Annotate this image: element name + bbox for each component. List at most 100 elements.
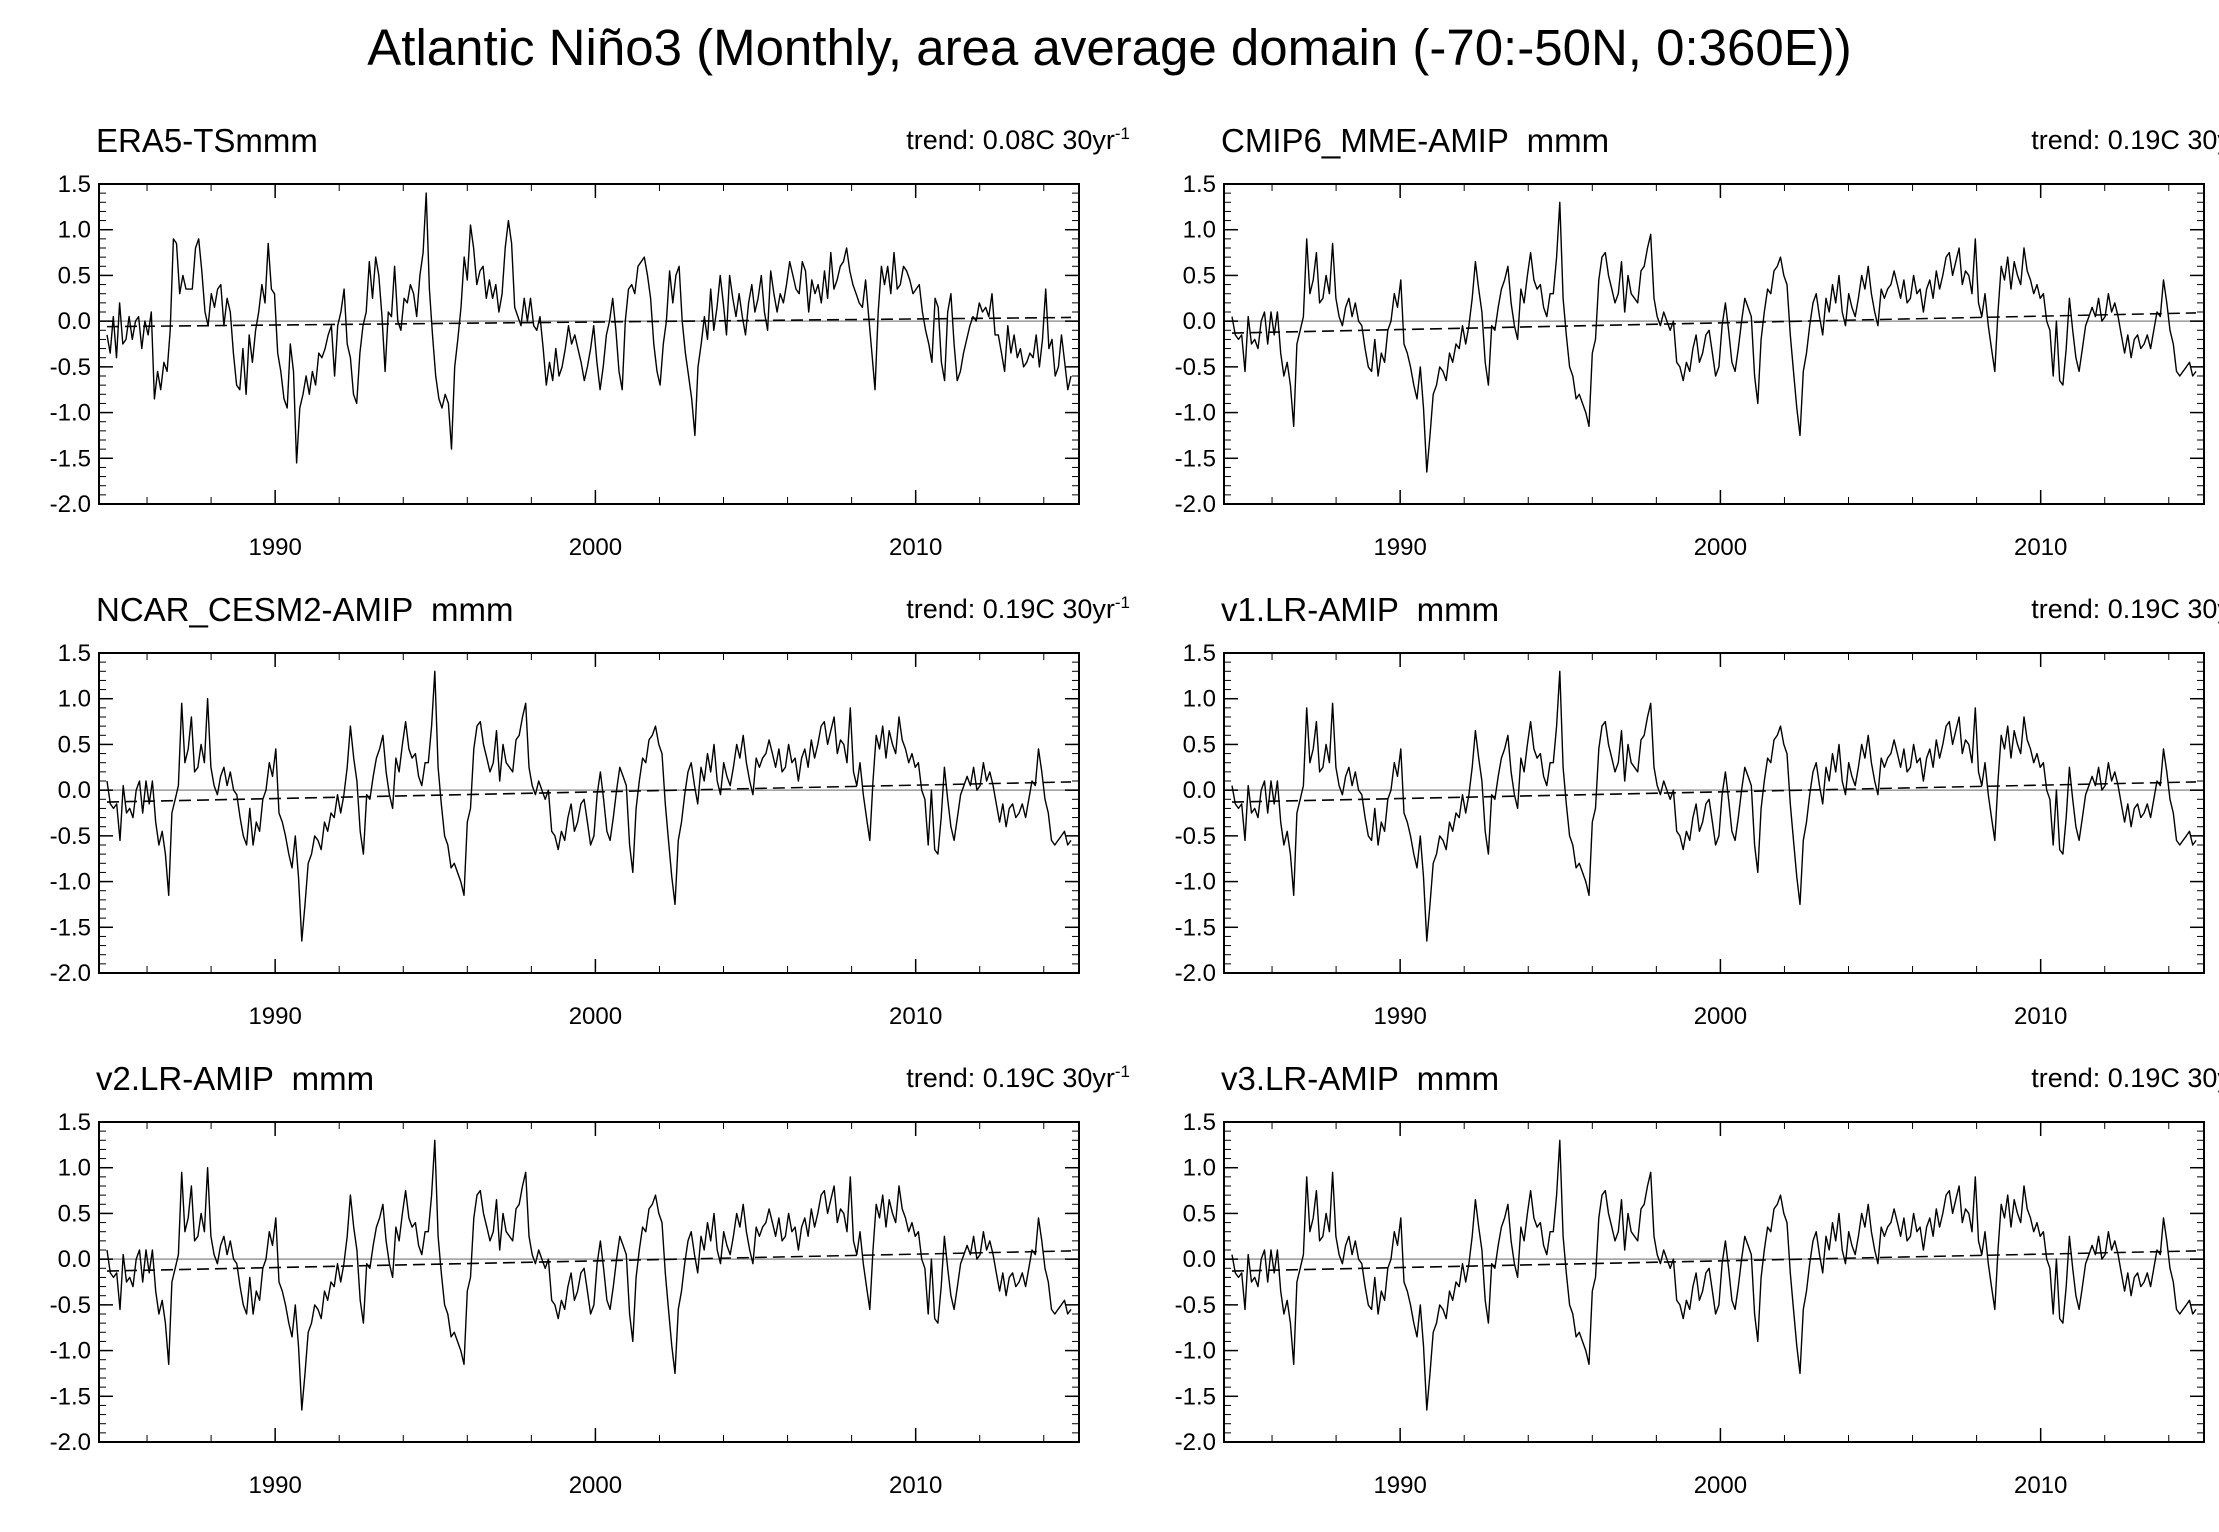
trend-prefix: trend: <box>906 1063 976 1093</box>
trend-exponent: -1 <box>1114 593 1130 612</box>
y-tick-label: -1.0 <box>50 400 91 427</box>
trend-value: 0.08 <box>982 125 1036 155</box>
x-tick-label: 2010 <box>2014 1003 2067 1030</box>
x-tick-label: 2010 <box>2014 1472 2067 1499</box>
x-tick-label: 1990 <box>1373 1003 1426 1030</box>
trend-unit: C 30yr <box>2160 125 2219 155</box>
y-tick-label: 1.5 <box>58 172 91 198</box>
y-tick-label: 0.0 <box>1183 777 1216 804</box>
y-tick-label: 0.0 <box>1183 1246 1216 1273</box>
x-tick-label: 2010 <box>889 534 942 561</box>
x-tick-label: 1990 <box>248 534 301 561</box>
trend-line <box>1231 312 2197 334</box>
x-tick-label: 2000 <box>1694 534 1747 561</box>
plot-area: 1.5 1.0 0.5 0.0 -0.5 -1.0 -1.5 -2.0 1990 2000 2010 <box>50 172 1080 561</box>
plot-area: 1.5 1.0 0.5 0.0 -0.5 -1.0 -1.5 -2.0 1990 2000 2010 <box>1175 172 2205 561</box>
y-tick-label: 1.0 <box>1183 686 1216 713</box>
trend-unit: C 30yr <box>2160 594 2219 624</box>
x-tick-label: 1990 <box>1373 534 1426 561</box>
trend-value: 0.19 <box>2107 125 2161 155</box>
trend-label: trend: 0.19C 30yr-1 <box>2031 124 2219 156</box>
y-tick-label: 1.0 <box>58 217 91 244</box>
trend-label: trend: 0.19C 30yr-1 <box>2031 593 2219 625</box>
x-tick-label: 2000 <box>1694 1472 1747 1499</box>
panel-title: NCAR_CESM2-AMIP mmm <box>96 591 514 628</box>
y-tick-label: 0.0 <box>1183 308 1216 335</box>
panel-title: v3.LR-AMIP mmm <box>1221 1060 1500 1097</box>
trend-line <box>1231 781 2197 803</box>
y-tick-label: 0.5 <box>1183 1200 1216 1227</box>
panel-v3-lr: v3.LR-AMIP mmm trend: 0.19C 30yr-1 1.51.… <box>1175 1054 2219 1524</box>
y-tick-label: 0.5 <box>58 1200 91 1227</box>
y-tick-label: -0.5 <box>50 354 91 381</box>
figure-title: Atlantic Niño3 (Monthly, area average do… <box>367 19 1852 76</box>
trend-prefix: trend: <box>906 125 976 155</box>
trend-value: 0.19 <box>982 594 1036 624</box>
plot-frame <box>98 652 1080 974</box>
y-tick-label: -0.5 <box>1175 1292 1216 1319</box>
y-tick-label: 1.5 <box>58 1110 91 1136</box>
y-tick-label: 1.0 <box>1183 1155 1216 1182</box>
y-tick-label: -1.0 <box>1175 400 1216 427</box>
y-tick-label: -2.0 <box>1175 1429 1216 1456</box>
series-line <box>1231 1139 2197 1411</box>
series-line <box>106 670 1072 942</box>
plot-frame <box>1223 183 2205 505</box>
y-tick-label: 0.0 <box>58 308 91 335</box>
panel-ncar-cesm2: NCAR_CESM2-AMIP mmm trend: 0.19C 30yr-1 … <box>50 585 1140 1055</box>
y-tick-label: 0.5 <box>58 262 91 289</box>
y-tick-label: 0.0 <box>58 777 91 804</box>
x-tick-label: 1990 <box>248 1003 301 1030</box>
trend-unit: C 30yr <box>1035 125 1115 155</box>
trend-label: trend: 0.19C 30yr-1 <box>906 1062 1130 1094</box>
plot-frame <box>98 183 1080 505</box>
x-tick-label: 1990 <box>248 1472 301 1499</box>
trend-unit: C 30yr <box>2160 1063 2219 1093</box>
trend-prefix: trend: <box>2031 594 2101 624</box>
trend-exponent: -1 <box>1114 1062 1130 1081</box>
trend-line <box>106 1250 1072 1272</box>
panel-v2-lr: v2.LR-AMIP mmm trend: 0.19C 30yr-1 1.5 1.… <box>50 1054 1140 1524</box>
trend-value: 0.19 <box>982 1063 1036 1093</box>
y-tick-label: -1.5 <box>50 914 91 941</box>
y-tick-label: 1.5 <box>1183 641 1216 667</box>
plot-area: 1.5 1.0 0.5 0.0 -0.5 -1.0 -1.5 -2.0 1990 2000 2010 <box>50 1110 1080 1499</box>
panel-title: v1.LR-AMIP mmm <box>1221 591 1500 628</box>
y-tick-label: 1.0 <box>58 686 91 713</box>
x-tick-label: 2010 <box>2014 534 2067 561</box>
plot-frame <box>98 1121 1080 1443</box>
y-tick-label: -1.0 <box>1175 1338 1216 1365</box>
y-tick-label: -1.5 <box>1175 914 1216 941</box>
trend-value: 0.19 <box>2107 1063 2161 1093</box>
trend-value: 0.19 <box>2107 594 2161 624</box>
panel-title: v2.LR-AMIP mmm <box>96 1060 375 1097</box>
y-tick-label: -1.0 <box>1175 869 1216 896</box>
y-tick-label: -2.0 <box>1175 960 1216 987</box>
y-tick-label: -1.5 <box>50 1383 91 1410</box>
y-tick-label: -0.5 <box>1175 823 1216 850</box>
plot-frame <box>1223 1121 2205 1443</box>
plot-area: 1.5 1.0 0.5 0.0 -0.5 -1.0 -1.5 -2.0 1990 2000 2010 <box>1175 1110 2205 1499</box>
x-tick-label: 2000 <box>569 1003 622 1030</box>
y-tick-label: 1.0 <box>1183 217 1216 244</box>
trend-unit: C 30yr <box>1035 594 1115 624</box>
panel-title: CMIP6_MME-AMIP mmm <box>1221 122 1610 159</box>
trend-line <box>106 781 1072 803</box>
x-tick-label: 2000 <box>1694 1003 1747 1030</box>
trend-exponent: -1 <box>1114 124 1130 143</box>
y-tick-label: -1.5 <box>1175 1383 1216 1410</box>
trend-unit: C 30yr <box>1035 1063 1115 1093</box>
x-tick-label: 2010 <box>889 1003 942 1030</box>
panel-title: ERA5-TSmmm <box>96 122 318 159</box>
y-tick-label: -2.0 <box>1175 491 1216 518</box>
trend-prefix: trend: <box>2031 125 2101 155</box>
x-tick-label: 2000 <box>569 1472 622 1499</box>
panel-era5: ERA5-TSmmm trend: 0.08C 30yr-1 1.5 1.0 0.5… <box>50 116 1140 586</box>
y-tick-label: 0.5 <box>58 731 91 758</box>
trend-label: trend: 0.08C 30yr-1 <box>906 124 1130 156</box>
trend-prefix: trend: <box>906 594 976 624</box>
y-tick-label: 1.5 <box>58 641 91 667</box>
trend-label: trend: 0.19C 30yr-1 <box>906 593 1130 625</box>
y-tick-label: -0.5 <box>1175 354 1216 381</box>
y-tick-label: -0.5 <box>50 1292 91 1319</box>
